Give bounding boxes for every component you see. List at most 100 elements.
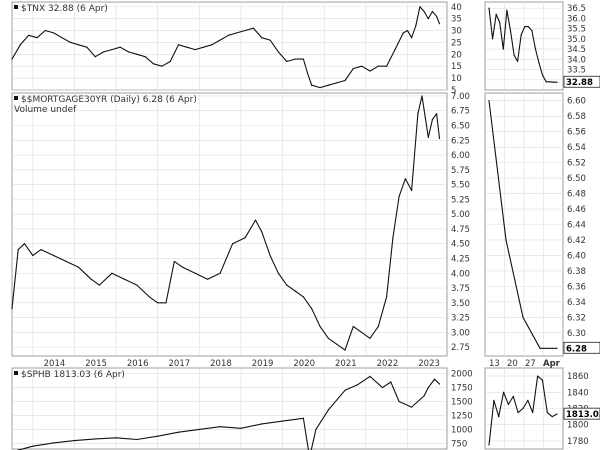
data-point bbox=[119, 46, 121, 48]
data-point bbox=[28, 34, 30, 36]
data-point bbox=[111, 272, 113, 274]
y-tick-label: 33.5 bbox=[567, 66, 586, 76]
data-point bbox=[438, 23, 441, 25]
y-tick-label: 2000 bbox=[451, 370, 473, 380]
data-point bbox=[136, 438, 138, 441]
data-point bbox=[438, 137, 441, 140]
data-point bbox=[177, 431, 180, 433]
data-point bbox=[541, 379, 544, 381]
data-point bbox=[161, 65, 163, 67]
data-point bbox=[311, 308, 313, 310]
data-point bbox=[236, 32, 238, 34]
data-point bbox=[488, 7, 490, 9]
data-point bbox=[136, 53, 138, 55]
data-point bbox=[194, 272, 196, 274]
data-point bbox=[219, 272, 221, 274]
y-tick-label: 10 bbox=[451, 74, 462, 84]
y-tick-label: 6.50 bbox=[451, 122, 470, 132]
y-tick-label: 4.75 bbox=[451, 225, 470, 235]
data-point bbox=[549, 81, 551, 83]
legend-swatch bbox=[14, 5, 18, 9]
data-point bbox=[417, 113, 419, 115]
data-point bbox=[244, 29, 246, 32]
y-tick-label: 2.75 bbox=[451, 343, 470, 353]
y-tick-label: 6.52 bbox=[567, 159, 586, 169]
data-point bbox=[61, 37, 63, 39]
data-point bbox=[423, 395, 425, 397]
data-point bbox=[513, 54, 515, 56]
data-point bbox=[198, 428, 200, 431]
y-tick-label: 6.54 bbox=[567, 143, 586, 153]
y-tick-label: 6.32 bbox=[567, 313, 586, 323]
y-tick-label: 6.25 bbox=[451, 136, 470, 146]
y-tick-label: 1800 bbox=[567, 421, 589, 431]
y-tick-label: 7.00 bbox=[451, 92, 470, 102]
data-point bbox=[294, 290, 296, 292]
data-point bbox=[344, 79, 346, 82]
y-tick-label: 4.50 bbox=[451, 240, 470, 250]
data-point bbox=[427, 136, 429, 138]
data-point bbox=[402, 32, 404, 34]
data-point bbox=[319, 325, 321, 328]
x-tick-label: 2020 bbox=[293, 359, 315, 369]
data-point bbox=[219, 39, 221, 41]
data-point bbox=[261, 231, 263, 233]
x-tick-label: 27 bbox=[525, 359, 536, 369]
legend-swatch bbox=[14, 371, 18, 375]
data-point bbox=[552, 81, 555, 83]
data-point bbox=[551, 416, 553, 418]
side-panel-1: 6.30 6.32 6.34 6.36 6.38 6.40 6.42 6.44 6.46 6.48… bbox=[484, 92, 600, 357]
data-point bbox=[36, 37, 38, 39]
data-point bbox=[433, 378, 436, 380]
data-point bbox=[438, 383, 441, 385]
data-point bbox=[207, 278, 209, 280]
data-point bbox=[152, 63, 155, 65]
y-tick-label: 30 bbox=[451, 27, 462, 37]
data-point bbox=[115, 437, 117, 439]
data-point bbox=[377, 65, 379, 67]
x-tick-label: 2015 bbox=[85, 359, 107, 369]
data-point bbox=[232, 243, 234, 245]
y-tick-label: 1780 bbox=[567, 437, 589, 447]
y-tick-label: 5.25 bbox=[451, 195, 470, 205]
data-point bbox=[488, 100, 490, 102]
data-point bbox=[356, 384, 359, 386]
x-tick-label: 20 bbox=[507, 359, 518, 369]
series-line bbox=[11, 6, 441, 89]
x-tick-label: 2014 bbox=[44, 359, 66, 369]
data-point bbox=[19, 44, 21, 46]
y-tick-label: 35.0 bbox=[567, 35, 586, 45]
data-point bbox=[431, 118, 434, 121]
data-point bbox=[252, 27, 255, 29]
y-tick-label: 6.56 bbox=[567, 128, 586, 138]
side-panel-2: 178018001820184018601813.03 bbox=[484, 367, 600, 450]
data-point bbox=[556, 347, 558, 349]
data-point bbox=[520, 34, 522, 36]
data-point bbox=[427, 386, 429, 389]
panel-frame bbox=[11, 92, 448, 357]
series-line bbox=[11, 95, 441, 351]
data-point bbox=[411, 406, 413, 408]
data-point bbox=[538, 62, 540, 64]
x-tick-label: 2019 bbox=[252, 359, 274, 369]
data-point bbox=[534, 48, 537, 50]
series-line bbox=[488, 375, 558, 445]
y-tick-label: 35.5 bbox=[567, 25, 586, 35]
last-value-label: 1813.03 bbox=[566, 410, 600, 420]
data-point bbox=[527, 25, 529, 28]
data-point bbox=[507, 403, 510, 406]
data-point bbox=[336, 343, 338, 345]
data-point bbox=[148, 296, 150, 298]
data-point bbox=[352, 325, 354, 328]
data-point bbox=[435, 113, 438, 115]
panel-title: $TNX 32.88 (6 Apr) bbox=[21, 4, 108, 14]
data-point bbox=[522, 316, 524, 318]
data-point bbox=[182, 266, 184, 268]
data-point bbox=[392, 237, 394, 239]
data-point bbox=[491, 38, 494, 40]
data-point bbox=[69, 41, 71, 44]
data-point bbox=[532, 411, 534, 414]
x-tick-label: 2023 bbox=[418, 359, 440, 369]
data-point bbox=[11, 308, 13, 310]
